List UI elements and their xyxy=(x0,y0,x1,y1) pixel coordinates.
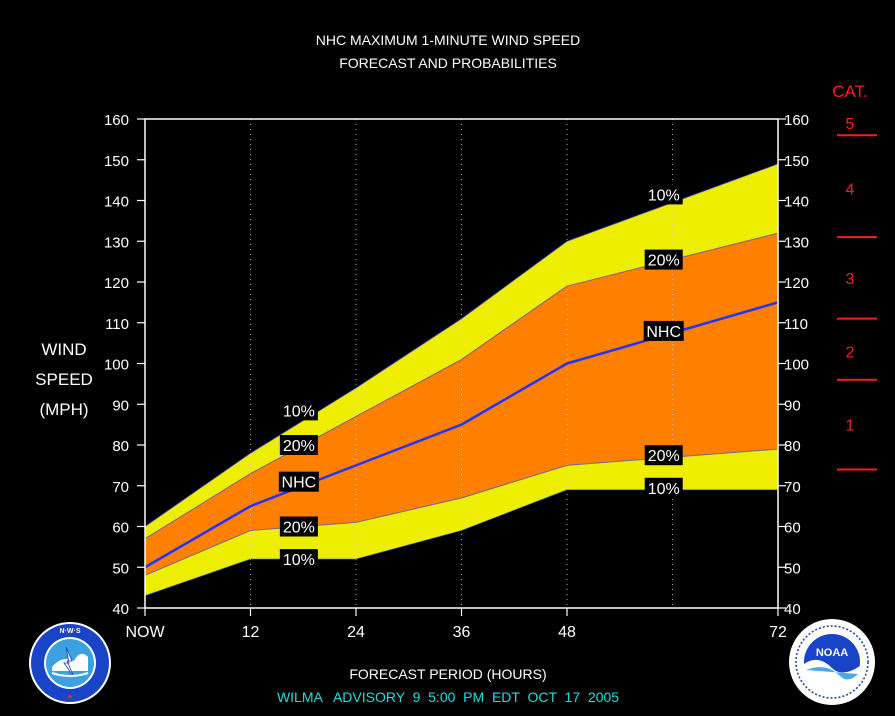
y-tick-label-left: 100 xyxy=(104,357,129,374)
x-tick-label: 48 xyxy=(558,624,576,641)
noaa-logo-text: NOAA xyxy=(816,647,848,659)
band-label-box xyxy=(644,477,683,498)
y-tick-label-right: 60 xyxy=(784,520,801,537)
band-label: 10% xyxy=(283,403,315,420)
x-tick-label: NOW xyxy=(125,624,165,641)
chart-subtitle: FORECAST AND PROBABILITIES xyxy=(339,55,557,71)
x-tick-label: 36 xyxy=(453,624,471,641)
series-line-lower-20 xyxy=(144,448,779,576)
x-tick-label: 12 xyxy=(242,624,260,641)
y-axis-title: WIND SPEED (MPH) xyxy=(35,340,93,419)
y-tick-label-right: 140 xyxy=(784,194,809,211)
y-tick-label-right: 110 xyxy=(784,316,808,333)
category-title: CAT. xyxy=(832,82,868,101)
x-axis-title: FORECAST PERIOD (HOURS) xyxy=(349,666,546,682)
band-label-box xyxy=(279,435,318,455)
y-tick-label-right: 100 xyxy=(784,357,809,374)
y-tick-label-left: 130 xyxy=(104,234,129,251)
nws-logo-text: N·W·S xyxy=(60,628,81,635)
x-tick-label: 24 xyxy=(347,624,365,641)
y-tick-label-right: 80 xyxy=(784,438,801,455)
hurricane-category-scale: CAT. 1 2 3 4 5 xyxy=(832,82,877,471)
band-label-box xyxy=(279,400,318,421)
series-line-nhc xyxy=(144,301,779,569)
y-tick-label-right: 120 xyxy=(784,275,809,292)
band-label-box xyxy=(279,549,318,570)
y-axis-title-line-1: WIND xyxy=(41,340,86,359)
band-label-box xyxy=(278,471,319,492)
band-label: NHC xyxy=(646,324,681,341)
y-tick-label-right: 40 xyxy=(784,601,801,618)
category-label: 1 xyxy=(846,418,855,435)
y-tick-label-right: 150 xyxy=(784,153,809,170)
y-tick-label-left: 150 xyxy=(104,153,129,170)
y-tick-label-right: 130 xyxy=(784,234,809,251)
y-tick-label-right: 50 xyxy=(784,560,801,577)
y-axis-title-line-2: SPEED xyxy=(35,370,93,389)
axes: 40 40 50 50 60 60 70 70 80 80 90 90 100 100 110 110 120 1… xyxy=(104,112,809,641)
y-tick-label-left: 110 xyxy=(105,316,129,333)
category-label: 5 xyxy=(846,116,855,133)
band-label: 10% xyxy=(648,481,680,498)
band-label: 20% xyxy=(283,520,315,537)
band-label-box xyxy=(644,184,683,205)
y-tick-label-left: 160 xyxy=(104,112,129,129)
y-tick-label-left: 60 xyxy=(112,520,129,537)
advisory-footer: WILMA ADVISORY 9 5:00 PM EDT OCT 17 2005 xyxy=(277,689,619,705)
category-label: 3 xyxy=(846,271,855,288)
band-label-box xyxy=(279,516,318,537)
band-label: 20% xyxy=(648,253,680,270)
x-tick-label: 72 xyxy=(769,624,787,641)
y-tick-label-left: 140 xyxy=(104,194,129,211)
y-tick-label-left: 90 xyxy=(112,397,129,414)
nws-logo: N·W·S ★ xyxy=(29,622,111,704)
y-tick-label-right: 70 xyxy=(784,479,801,496)
y-tick-label-left: 40 xyxy=(112,601,129,618)
y-tick-label-left: 80 xyxy=(112,438,129,455)
band-labels: 10% 20% NHC 20% 10% 10% 20% NHC 20% 10% xyxy=(278,184,684,570)
series-line-lower-10 xyxy=(144,489,778,597)
svg-text:★: ★ xyxy=(67,693,73,701)
y-axis-title-line-3: (MPH) xyxy=(39,400,88,419)
band-label-box xyxy=(644,249,683,270)
y-tick-label-left: 120 xyxy=(104,275,129,292)
band-label: 10% xyxy=(648,187,680,204)
noaa-logo: NOAA xyxy=(789,619,875,705)
y-tick-label-right: 90 xyxy=(784,397,801,414)
band-label-box xyxy=(644,445,683,466)
chart-title: NHC MAXIMUM 1-MINUTE WIND SPEED xyxy=(316,32,580,48)
series-line-upper-10 xyxy=(144,163,779,527)
y-tick-label-left: 70 xyxy=(112,479,129,496)
category-label: 4 xyxy=(846,181,855,198)
band-label: 20% xyxy=(283,438,315,455)
y-tick-label-right: 160 xyxy=(784,112,809,129)
series-line-upper-20 xyxy=(144,232,779,540)
y-tick-label-left: 50 xyxy=(112,560,129,577)
band-label: 10% xyxy=(283,552,315,569)
band-label-box xyxy=(643,320,684,341)
series-lines xyxy=(144,163,779,597)
band-label: 20% xyxy=(648,448,680,465)
band-label: NHC xyxy=(282,475,317,492)
category-label: 2 xyxy=(846,344,855,361)
